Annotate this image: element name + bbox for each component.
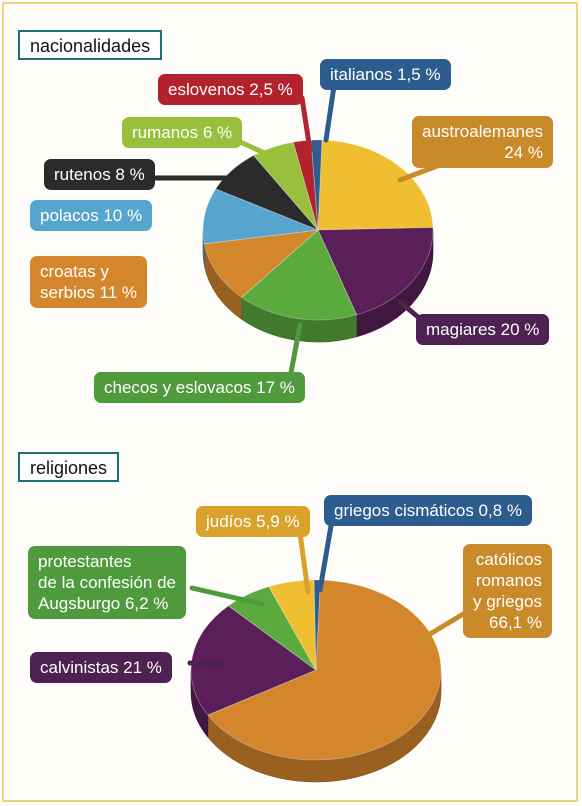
nationalities-title: nacionalidades — [18, 30, 163, 60]
label-judios: judíos 5,9 % — [196, 506, 310, 537]
nationalities-slice-5 — [215, 154, 319, 231]
nationalities-pie — [202, 139, 434, 343]
label-rumanos: rumanos 6 % — [122, 117, 243, 148]
nationalities-slice-1 — [317, 227, 434, 316]
religions-slice-3 — [268, 579, 317, 671]
religions-slice-0 — [207, 579, 442, 761]
nationalities-slice-3 — [203, 229, 320, 298]
label-griegos-cismaticos: griegos cismáticos 0,8 % — [324, 495, 533, 526]
nationalities-slice-0 — [317, 139, 434, 231]
connector-8 — [317, 517, 335, 593]
label-eslovenos: eslovenos 2,5 % — [158, 74, 303, 105]
connector-7 — [297, 530, 311, 595]
religions-slice-1 — [190, 605, 317, 716]
connector-6 — [287, 322, 303, 381]
religions-title: religiones — [18, 452, 120, 482]
nationalities-slice-6 — [253, 141, 319, 231]
label-magiares: magiares 20 % — [416, 314, 550, 345]
label-catolicos: católicos romanos y griegos 66,1 % — [463, 544, 552, 638]
connector-1 — [299, 95, 313, 153]
connector-0 — [323, 83, 337, 143]
label-connectors — [153, 83, 473, 667]
nationalities-slice-2 — [241, 229, 358, 321]
nationalities-slice-7 — [292, 139, 319, 231]
label-italianos: italianos 1,5 % — [320, 59, 451, 90]
connector-2 — [235, 138, 283, 163]
label-calvinistas: calvinistas 21 % — [30, 652, 172, 683]
religions-slice-2 — [227, 586, 317, 671]
religions-pie — [190, 579, 442, 783]
label-rutenos: rutenos 8 % — [44, 159, 155, 190]
connector-9 — [189, 585, 265, 607]
label-austroalemanes: austroalemanes 24 % — [412, 116, 553, 168]
nationalities-slice-8 — [310, 139, 323, 231]
label-polacos: polacos 10 % — [30, 200, 153, 231]
label-croatas-serbios: croatas y serbios 11 % — [30, 256, 148, 308]
label-protestantes: protestantes de la confesión de Augsburg… — [28, 546, 186, 619]
label-checos-eslovacos: checos y eslovacos 17 % — [94, 372, 305, 403]
connector-11 — [417, 607, 473, 643]
connector-10 — [187, 660, 225, 667]
nationalities-slice-4 — [202, 188, 319, 245]
